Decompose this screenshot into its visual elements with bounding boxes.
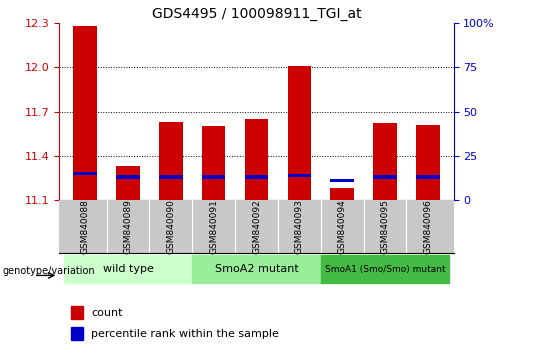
Bar — [192, 255, 321, 283]
Bar — [116, 175, 140, 179]
Bar — [330, 179, 354, 182]
Text: SmoA1 (Smo/Smo) mutant: SmoA1 (Smo/Smo) mutant — [325, 264, 445, 274]
Bar — [71, 307, 83, 319]
Title: GDS4495 / 100098911_TGI_at: GDS4495 / 100098911_TGI_at — [152, 7, 361, 21]
Text: GSM840094: GSM840094 — [338, 199, 347, 254]
Text: GSM840089: GSM840089 — [124, 199, 132, 254]
Bar — [202, 126, 225, 200]
Bar — [159, 122, 183, 200]
Bar — [321, 255, 449, 283]
Text: GSM840093: GSM840093 — [295, 199, 304, 254]
Bar — [73, 172, 97, 175]
Text: GSM840095: GSM840095 — [381, 199, 389, 254]
Bar — [116, 166, 140, 200]
Bar — [64, 255, 192, 283]
Text: SmoA2 mutant: SmoA2 mutant — [214, 264, 299, 274]
Text: genotype/variation: genotype/variation — [3, 266, 96, 276]
Bar — [202, 175, 225, 179]
Bar — [373, 123, 397, 200]
Text: count: count — [91, 308, 123, 318]
Text: GSM840092: GSM840092 — [252, 199, 261, 254]
Bar — [288, 66, 311, 200]
Bar — [159, 175, 183, 179]
Bar — [330, 188, 354, 200]
Text: wild type: wild type — [103, 264, 153, 274]
Text: GSM840091: GSM840091 — [209, 199, 218, 254]
Bar — [416, 175, 440, 179]
Text: percentile rank within the sample: percentile rank within the sample — [91, 329, 279, 338]
Bar — [288, 173, 311, 177]
Bar — [245, 175, 268, 179]
Bar — [373, 175, 397, 179]
Bar — [416, 125, 440, 200]
Text: GSM840096: GSM840096 — [423, 199, 433, 254]
Bar — [245, 119, 268, 200]
Bar — [71, 327, 83, 340]
Text: GSM840088: GSM840088 — [80, 199, 90, 254]
Text: GSM840090: GSM840090 — [166, 199, 176, 254]
Bar — [73, 26, 97, 200]
